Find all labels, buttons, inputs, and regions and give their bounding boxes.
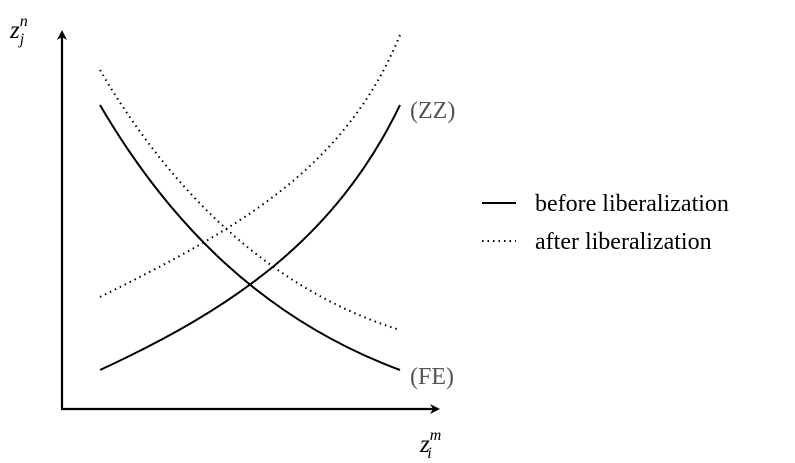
y-label-base: z <box>9 17 20 44</box>
x-label-base: z <box>419 431 430 458</box>
fe-before <box>99 104 401 371</box>
zz-before <box>99 104 401 371</box>
fe-after <box>99 69 401 331</box>
x-label-sup: m <box>430 427 442 444</box>
legend-label: before liberalization <box>535 191 729 217</box>
y-label-sub: j <box>18 31 25 48</box>
x-label-sub: i <box>427 445 431 462</box>
x-axis-label: zm i <box>419 427 441 462</box>
zz-label: (ZZ) <box>410 98 455 124</box>
legend-label: after liberalization <box>535 229 712 255</box>
y-axis-label: zn j <box>9 13 28 48</box>
zz-after <box>99 34 401 298</box>
y-label-sup: n <box>20 13 28 30</box>
fe-label: (FE) <box>410 364 454 390</box>
